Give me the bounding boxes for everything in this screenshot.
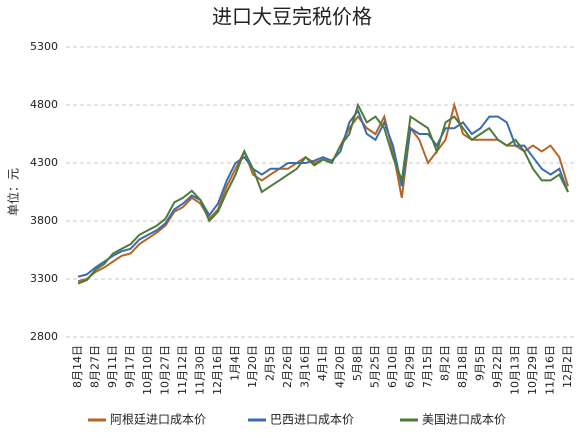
legend-label: 美国进口成本价 xyxy=(422,413,506,427)
series-line xyxy=(77,102,569,285)
x-tick-label: 11月12日 xyxy=(176,345,189,395)
x-tick-label: 5月25日 xyxy=(369,345,382,388)
chart-title: 进口大豆完税价格 xyxy=(212,5,372,29)
series-line xyxy=(77,101,569,283)
x-tick-label: 5月8日 xyxy=(351,345,364,381)
x-tick-label: 6月10日 xyxy=(386,345,399,388)
y-tick-label: 4800 xyxy=(30,98,58,111)
x-tick-label: 6月29日 xyxy=(404,345,417,388)
x-tick-label: 10月13日 xyxy=(509,345,522,395)
legend-label: 巴西进口成本价 xyxy=(270,413,354,427)
x-tick-label: 4月1日 xyxy=(316,345,329,381)
y-tick-label: 2800 xyxy=(30,330,58,343)
x-tick-label: 9月17日 xyxy=(124,345,137,388)
y-axis-label: 单位：元 xyxy=(6,168,21,216)
x-tick-label: 10月10日 xyxy=(141,345,154,395)
x-tick-label: 2月5日 xyxy=(264,345,277,381)
x-tick-label: 1月20日 xyxy=(246,345,259,388)
y-tick-label: 3300 xyxy=(30,272,58,285)
x-tick-label: 10月29日 xyxy=(526,345,539,395)
x-tick-label: 8月27日 xyxy=(89,345,102,388)
x-tick-label: 9月5日 xyxy=(474,345,487,381)
x-tick-label: 8月14日 xyxy=(71,345,84,388)
x-tick-label: 10月27日 xyxy=(159,345,172,395)
x-tick-label: 7月15日 xyxy=(421,345,434,388)
x-tick-label: 12月2日 xyxy=(561,345,574,388)
x-tick-label: 8月18日 xyxy=(456,345,469,388)
x-tick-label: 1月4日 xyxy=(229,345,242,381)
x-tick-label: 4月20日 xyxy=(334,345,347,388)
series-line xyxy=(77,108,569,278)
y-tick-label: 5300 xyxy=(30,40,58,53)
x-tick-label: 11月16日 xyxy=(544,345,557,395)
x-tick-label: 9月11日 xyxy=(106,345,119,388)
y-tick-label: 3800 xyxy=(30,214,58,227)
legend-label: 阿根廷进口成本价 xyxy=(110,413,206,427)
x-tick-label: 12月16日 xyxy=(211,345,224,395)
x-tick-label: 2月26日 xyxy=(281,345,294,388)
x-tick-label: 9月22日 xyxy=(491,345,504,388)
x-tick-label: 8月2日 xyxy=(439,345,452,381)
x-tick-label: 11月30日 xyxy=(194,345,207,395)
y-tick-label: 4300 xyxy=(30,156,58,169)
x-tick-label: 3月16日 xyxy=(299,345,312,388)
